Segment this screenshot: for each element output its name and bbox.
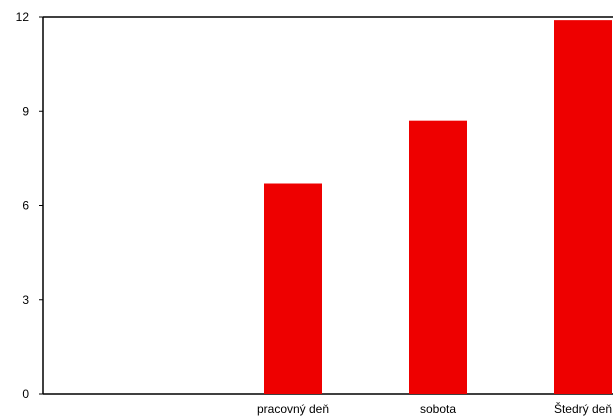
bar — [264, 183, 322, 394]
x-category-label: pracovný deň — [257, 402, 329, 416]
y-tick-label: 9 — [22, 104, 29, 118]
y-tick-label: 3 — [22, 293, 29, 307]
y-axis-ticks: 0 3 6 9 12 — [16, 10, 30, 401]
plot-frame — [39, 16, 613, 395]
y-tick-label: 0 — [22, 387, 29, 401]
y-tick-label: 12 — [16, 10, 30, 24]
bars-group — [264, 20, 612, 395]
y-tick-label: 6 — [22, 199, 29, 213]
x-category-label: Štedrý deň — [554, 401, 612, 416]
x-category-label: sobota — [420, 402, 456, 416]
x-axis-labels: pracovný deň sobota Štedrý deň — [257, 401, 612, 416]
bar — [409, 120, 467, 395]
bar — [554, 20, 612, 395]
